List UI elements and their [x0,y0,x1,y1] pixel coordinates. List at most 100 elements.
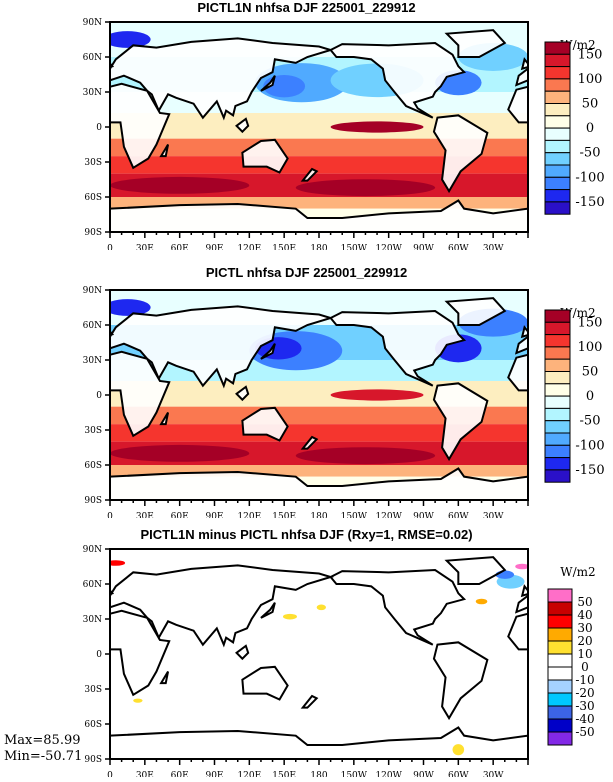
lon-tick-label: 60W [448,771,469,777]
lon-tick-label: 0 [107,771,113,777]
colorbar-box [544,469,571,483]
lat-tick-label: 90N [83,286,102,296]
continent-japan [260,343,276,360]
colorbar-label: -10 [575,673,594,687]
colorbar-box [547,731,573,746]
continent-greenland [444,297,507,326]
colorbar-box [544,395,571,409]
colorbar-label: 0 [581,660,589,674]
panel-2-title: PICTL nhfsa DJF 225001_229912 [205,265,408,280]
lon-tick-label: 120W [375,512,402,518]
colorbar-box [544,432,571,446]
colorbar-label: 150 [578,47,603,62]
colorbar-label: 20 [577,634,592,648]
continent-africa [110,350,171,438]
field-anomaly [110,299,151,316]
colorbar-box [544,115,571,129]
lon-tick-label: 30E [136,771,154,777]
lat-tick-label: 30N [83,356,102,366]
lon-tick-label: 120W [375,244,402,250]
lon-tick-label: 90E [205,512,223,518]
field-layer [110,290,528,500]
colorbar-box [544,457,571,471]
continent-madag [159,411,170,426]
lat-tick-label: 90N [83,545,102,555]
continent-greenland [444,29,507,58]
lat-tick-label: 30N [83,88,102,98]
lat-tick-label: 60S [84,720,102,730]
colorbar-box [547,679,573,694]
lat-tick-label: 90S [84,496,102,506]
lon-tick-label: 150E [272,512,296,518]
colorbar-box [547,640,573,655]
lon-tick-label: 150W [341,512,368,518]
lon-tick-label: 90W [413,512,434,518]
min-value: Min=-50.71 [4,749,83,764]
colorbar-label: 150 [578,315,603,330]
colorbar-label: -150 [575,463,604,478]
lon-tick-label: 120E [237,244,261,250]
field-anomaly [475,598,488,605]
panel-1-title: PICTL1N nhfsa DJF 225001_229912 [197,0,416,15]
lat-tick-label: 90N [83,18,102,28]
continent-borneo [235,385,250,402]
continent-uk [520,325,528,339]
continent-nz [300,435,319,450]
colorbar-box [544,139,571,154]
lat-tick-label: 60N [83,53,102,63]
colorbar-box [547,614,573,629]
lon-tick-label: 90E [205,244,223,250]
lat-tick-label: 60S [84,193,102,203]
colorbar-box [544,358,571,372]
field-anomaly [110,560,126,566]
continent-madag [159,670,170,685]
colorbar-box [544,78,571,92]
map-svg: 90N 60N 30N 0 30S 60S 90S 0 30E 60E 90E 120E 150E 180… [83,286,605,518]
field-anomaly [133,698,143,703]
field-anomaly [110,444,250,462]
field-anomaly [330,121,424,133]
colorbar-box [544,383,571,397]
lon-tick-label: 150W [341,244,368,250]
colorbar-label: -100 [575,438,604,453]
map-svg: 90N 60N 30N 0 30S 60S 90S 0 30E 60E 90E 120E 150E 180… [83,18,605,250]
colorbar-label: -30 [575,699,594,713]
continent-australia [241,665,289,701]
field-anomaly [316,604,326,611]
continent-borneo [235,644,250,661]
colorbar-box [544,346,571,360]
colorbar-box [547,653,573,668]
lon-tick-label: 0 [107,244,113,250]
field-layer [110,22,528,232]
lon-tick-label: 180 [310,771,327,777]
colorbar-box [547,588,573,603]
colorbar-box [544,176,571,191]
panel-1-map: 90N 60N 30N 0 30S 60S 90S 0 30E 60E 90E 120E 150E 180… [0,0,613,250]
colorbar-label: -20 [575,686,594,700]
continent-eurasia [110,305,335,389]
continent-uk [520,57,528,71]
colorbar-box [544,371,571,385]
continent-namerica [329,568,467,646]
lat-tick-label: 60S [84,461,102,471]
lon-tick-label: 30W [483,771,504,777]
lon-tick-label: 120W [375,771,402,777]
continent-africa [110,82,171,170]
colorbar-label: -100 [575,170,604,185]
continent-australia [241,406,289,442]
colorbar-label: 0 [586,121,594,136]
lon-tick-label: 120E [237,512,261,518]
colorbar-label: 10 [577,647,592,661]
colorbar-box [544,53,571,68]
lon-tick-label: 60E [171,244,189,250]
field-anomaly [330,389,424,401]
colorbar-box [544,103,571,117]
colorbar-box [544,189,571,203]
lat-tick-label: 30N [83,615,102,625]
lat-tick-label: 0 [96,123,102,133]
continent-nz [300,167,319,182]
field-anomaly [110,176,250,194]
lon-tick-label: 30W [483,512,504,518]
lon-tick-label: 30W [483,244,504,250]
lon-tick-label: 90W [413,244,434,250]
